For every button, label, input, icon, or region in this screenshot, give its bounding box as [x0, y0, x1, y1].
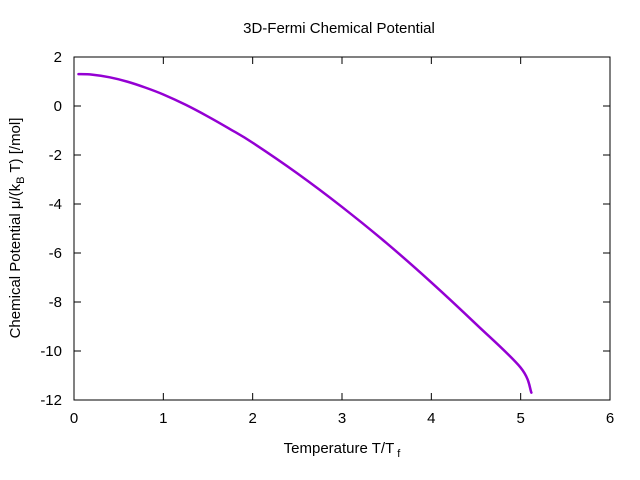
x-tick-label: 4 — [427, 410, 435, 427]
y-axis-label-mu: μ — [7, 201, 24, 210]
y-axis-label-mid2: T) — [7, 158, 24, 176]
x-axis-label: Temperature T/T f — [284, 440, 402, 460]
y-tick-label: -12 — [40, 392, 62, 409]
series-layer — [77, 72, 533, 394]
y-tick-label: 0 — [54, 98, 62, 115]
series-line — [77, 72, 533, 394]
x-axis-label-main: Temperature T/T — [284, 440, 395, 457]
y-tick-label: -2 — [49, 147, 62, 164]
x-tick-label: 6 — [606, 410, 614, 427]
y-tick-label: -10 — [40, 343, 62, 360]
x-tick-label: 1 — [159, 410, 167, 427]
y-tick-label: -8 — [49, 294, 62, 311]
y-axis-label-pre: Chemical Potential — [7, 209, 24, 338]
x-axis-ticks: 0 1 2 3 4 5 6 — [70, 57, 614, 427]
x-tick-label: 2 — [248, 410, 256, 427]
y-axis-label-subscript: B — [15, 177, 27, 184]
y-tick-label: 2 — [54, 49, 62, 66]
y-tick-label: -6 — [49, 245, 62, 262]
y-axis-label-post: [/mol] — [7, 118, 24, 159]
x-tick-label: 5 — [516, 410, 524, 427]
chart-title: 3D-Fermi Chemical Potential — [243, 20, 435, 37]
x-tick-label: 0 — [70, 410, 78, 427]
x-axis-label-subscript: f — [397, 448, 401, 460]
y-axis-label: Chemical Potential μ/(kB T) [/mol] — [7, 118, 27, 339]
y-tick-label: -4 — [49, 196, 62, 213]
y-axis-label-mid1: /(k — [7, 183, 24, 200]
y-axis-ticks: 2 0 -2 -4 -6 -8 -10 -12 — [40, 49, 610, 409]
x-tick-label: 3 — [338, 410, 346, 427]
plot-frame — [73, 56, 611, 401]
